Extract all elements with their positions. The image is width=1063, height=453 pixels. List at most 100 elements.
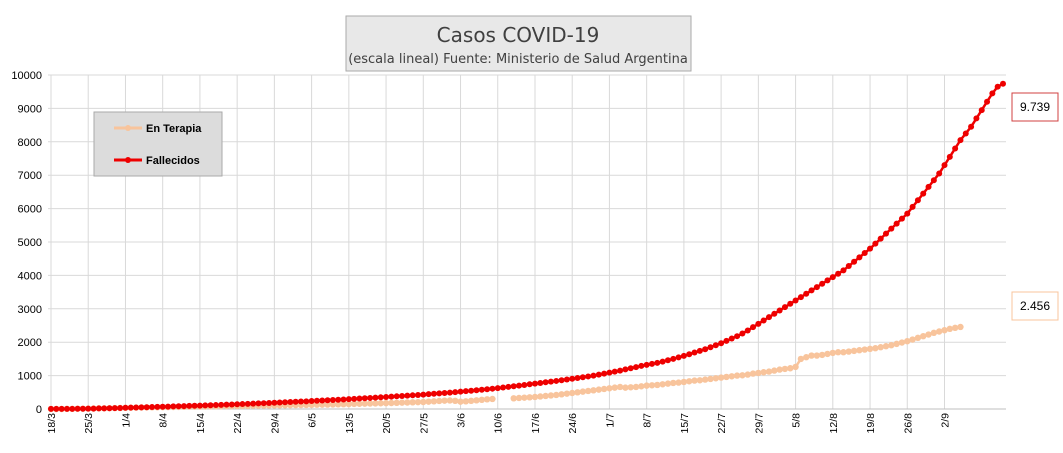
data-point-en-terapia bbox=[872, 345, 879, 352]
data-point-fallecidos bbox=[478, 386, 485, 393]
data-point-fallecidos bbox=[319, 397, 326, 404]
data-point-fallecidos bbox=[978, 107, 985, 114]
data-point-en-terapia bbox=[861, 346, 868, 353]
data-point-fallecidos bbox=[202, 402, 209, 409]
callout-en-terapia: 2.456 bbox=[1011, 291, 1059, 321]
data-point-fallecidos bbox=[95, 405, 102, 412]
data-point-en-terapia bbox=[781, 365, 789, 373]
data-point-fallecidos bbox=[441, 389, 448, 396]
x-tick-label: 17/6 bbox=[530, 413, 542, 434]
data-point-fallecidos bbox=[303, 398, 310, 405]
data-point-fallecidos bbox=[462, 388, 469, 395]
legend-label-fallecidos: Fallecidos bbox=[146, 155, 200, 167]
x-tick-label: 3/6 bbox=[456, 413, 468, 428]
legend-box bbox=[93, 111, 223, 177]
data-point-fallecidos bbox=[218, 401, 225, 408]
data-point-en-terapia bbox=[446, 397, 454, 404]
data-point-en-terapia bbox=[425, 398, 432, 405]
data-point-fallecidos bbox=[702, 346, 709, 353]
data-point-fallecidos bbox=[180, 403, 187, 410]
data-point-fallecidos bbox=[239, 401, 246, 408]
data-point-fallecidos bbox=[388, 393, 395, 400]
data-point-fallecidos bbox=[361, 395, 368, 402]
data-point-en-terapia bbox=[898, 339, 906, 346]
data-point-fallecidos bbox=[877, 235, 884, 242]
data-point-en-terapia bbox=[707, 375, 714, 383]
data-point-fallecidos bbox=[79, 405, 86, 412]
chart-title: Casos COVID-19 bbox=[437, 23, 600, 47]
data-point-fallecidos bbox=[718, 340, 725, 347]
data-point-fallecidos bbox=[941, 162, 948, 169]
data-point-en-terapia bbox=[733, 372, 741, 379]
data-point-en-terapia bbox=[845, 348, 852, 355]
data-point-en-terapia bbox=[643, 382, 650, 389]
data-point-en-terapia bbox=[920, 332, 927, 340]
data-point-fallecidos bbox=[845, 263, 852, 270]
data-point-fallecidos bbox=[537, 379, 544, 386]
data-point-fallecidos bbox=[696, 347, 703, 354]
data-point-fallecidos bbox=[143, 404, 150, 411]
data-point-fallecidos bbox=[835, 270, 842, 277]
x-tick-label: 15/7 bbox=[679, 413, 691, 434]
data-point-en-terapia bbox=[712, 375, 719, 382]
data-point-en-terapia bbox=[893, 340, 900, 348]
data-point-fallecidos bbox=[276, 399, 283, 406]
data-point-fallecidos bbox=[957, 137, 964, 144]
data-point-fallecidos bbox=[792, 297, 799, 304]
data-point-en-terapia bbox=[888, 342, 895, 349]
data-point-fallecidos bbox=[420, 391, 427, 398]
x-tick-label: 22/4 bbox=[232, 413, 244, 434]
data-point-en-terapia bbox=[925, 331, 932, 338]
data-point-fallecidos bbox=[452, 389, 459, 396]
data-point-fallecidos bbox=[664, 357, 671, 364]
data-point-en-terapia bbox=[537, 393, 544, 400]
data-point-fallecidos bbox=[377, 394, 384, 401]
data-point-en-terapia bbox=[420, 398, 427, 406]
data-point-en-terapia bbox=[382, 399, 390, 407]
data-point-fallecidos bbox=[569, 375, 576, 382]
data-point-fallecidos bbox=[48, 405, 54, 412]
data-point-fallecidos bbox=[297, 398, 304, 405]
data-point-fallecidos bbox=[351, 395, 358, 402]
y-tick-label: 10000 bbox=[11, 70, 42, 82]
data-point-fallecidos bbox=[872, 240, 879, 247]
data-point-fallecidos bbox=[74, 405, 81, 412]
data-point-fallecidos bbox=[670, 355, 677, 362]
data-point-fallecidos bbox=[936, 170, 943, 177]
data-point-en-terapia bbox=[531, 393, 539, 401]
data-point-fallecidos bbox=[111, 405, 118, 412]
data-point-en-terapia bbox=[808, 352, 815, 359]
data-point-en-terapia bbox=[803, 354, 810, 361]
chart-subtitle: (escala lineal) Fuente: Ministerio de Sa… bbox=[348, 52, 688, 67]
data-point-fallecidos bbox=[287, 399, 294, 406]
data-point-en-terapia bbox=[675, 379, 682, 386]
chart-title-group: Casos COVID-19 (escala lineal) Fuente: M… bbox=[345, 15, 692, 72]
x-tick-label: 29/4 bbox=[269, 413, 281, 434]
data-point-fallecidos bbox=[595, 371, 602, 378]
data-point-fallecidos bbox=[292, 398, 299, 405]
data-point-fallecidos bbox=[952, 145, 959, 152]
data-point-fallecidos bbox=[207, 402, 214, 409]
callout-fallecidos-value: 9.739 bbox=[1020, 100, 1050, 114]
data-point-fallecidos bbox=[324, 397, 331, 404]
x-tick-label: 5/8 bbox=[791, 413, 803, 428]
data-point-fallecidos bbox=[914, 197, 921, 204]
x-tick-label: 8/4 bbox=[158, 413, 170, 428]
data-point-fallecidos bbox=[984, 98, 991, 105]
x-tick-label: 8/7 bbox=[642, 413, 654, 428]
data-point-en-terapia bbox=[882, 343, 890, 350]
data-point-fallecidos bbox=[58, 405, 65, 412]
data-point-fallecidos bbox=[824, 277, 831, 284]
data-point-fallecidos bbox=[867, 245, 874, 252]
data-point-fallecidos bbox=[250, 400, 257, 407]
x-tick-label: 26/8 bbox=[902, 413, 914, 434]
x-tick-label: 13/5 bbox=[344, 413, 356, 434]
data-point-fallecidos bbox=[138, 404, 145, 411]
y-axis: 0 1000 2000 3000 4000 5000 6000 7000 8000 9000 100… bbox=[11, 70, 42, 416]
data-point-fallecidos bbox=[930, 177, 937, 184]
data-point-fallecidos bbox=[553, 377, 560, 384]
callout-en-terapia-value: 2.456 bbox=[1020, 299, 1050, 313]
data-point-fallecidos bbox=[393, 393, 400, 400]
data-point-en-terapia bbox=[483, 396, 491, 403]
data-point-en-terapia bbox=[739, 372, 746, 379]
